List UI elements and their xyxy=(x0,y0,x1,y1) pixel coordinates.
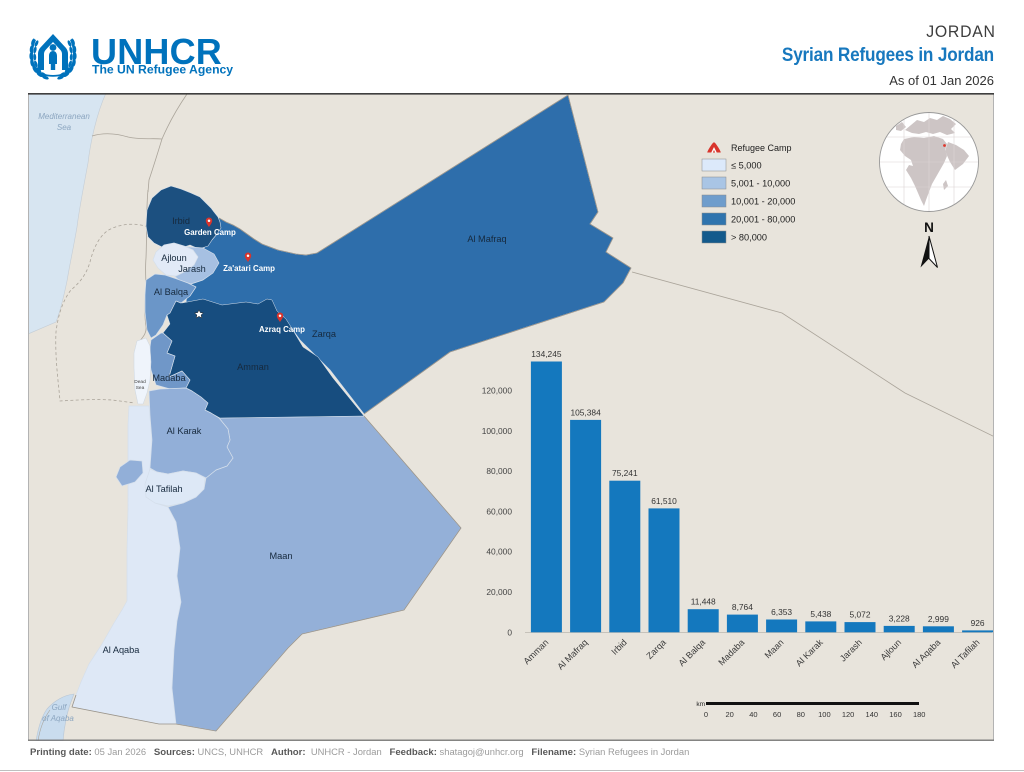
svg-text:Refugee Camp: Refugee Camp xyxy=(731,143,792,153)
svg-text:Azraq Camp: Azraq Camp xyxy=(259,325,305,334)
svg-text:Mediterranean: Mediterranean xyxy=(38,112,90,121)
svg-text:Gulf: Gulf xyxy=(52,703,67,712)
svg-text:120,000: 120,000 xyxy=(482,386,513,396)
svg-text:5,072: 5,072 xyxy=(850,610,871,620)
svg-text:Za'atari Camp: Za'atari Camp xyxy=(223,264,275,273)
svg-text:of Aqaba: of Aqaba xyxy=(42,714,74,723)
svg-text:≤ 5,000: ≤ 5,000 xyxy=(731,161,762,171)
svg-text:> 80,000: > 80,000 xyxy=(731,233,767,243)
svg-text:Maan: Maan xyxy=(270,551,293,561)
svg-text:2,999: 2,999 xyxy=(928,614,949,624)
svg-text:160: 160 xyxy=(889,710,902,719)
svg-text:60: 60 xyxy=(773,710,781,719)
svg-text:Amman: Amman xyxy=(237,362,269,372)
svg-text:75,241: 75,241 xyxy=(612,468,638,478)
svg-text:Irbid: Irbid xyxy=(172,216,190,226)
svg-text:120: 120 xyxy=(842,710,855,719)
svg-text:5,001 - 10,000: 5,001 - 10,000 xyxy=(731,179,790,189)
svg-text:20: 20 xyxy=(726,710,734,719)
svg-text:UNHCR: UNHCR xyxy=(91,31,222,72)
svg-text:926: 926 xyxy=(971,618,985,628)
svg-text:Madaba: Madaba xyxy=(152,373,186,383)
svg-text:Sea: Sea xyxy=(57,123,72,132)
svg-text:Al Balqa: Al Balqa xyxy=(154,287,189,297)
svg-text:The UN Refugee Agency: The UN Refugee Agency xyxy=(92,63,233,77)
svg-text:Al Aqaba: Al Aqaba xyxy=(103,645,141,655)
svg-text:Zarqa: Zarqa xyxy=(312,329,337,339)
svg-text:0: 0 xyxy=(507,627,512,637)
svg-text:140: 140 xyxy=(866,710,879,719)
svg-text:80: 80 xyxy=(797,710,805,719)
svg-text:100: 100 xyxy=(818,710,831,719)
svg-text:0: 0 xyxy=(704,710,708,719)
svg-text:Ajloun: Ajloun xyxy=(161,253,187,263)
svg-text:20,000: 20,000 xyxy=(486,587,512,597)
svg-text:Al Karak: Al Karak xyxy=(167,426,202,436)
svg-text:Jarash: Jarash xyxy=(178,264,206,274)
svg-text:11,448: 11,448 xyxy=(691,597,716,607)
svg-text:100,000: 100,000 xyxy=(482,426,513,436)
svg-text:8,764: 8,764 xyxy=(732,602,753,612)
svg-text:6,353: 6,353 xyxy=(771,607,792,617)
svg-text:Al Mafraq: Al Mafraq xyxy=(467,234,506,244)
svg-text:105,384: 105,384 xyxy=(570,407,601,417)
svg-text:10,001 - 20,000: 10,001 - 20,000 xyxy=(731,197,795,207)
svg-text:134,245: 134,245 xyxy=(531,349,562,359)
svg-text:40,000: 40,000 xyxy=(486,547,512,557)
svg-text:N: N xyxy=(924,220,934,235)
svg-text:80,000: 80,000 xyxy=(486,466,512,476)
svg-text:Garden Camp: Garden Camp xyxy=(184,228,236,237)
svg-text:3,228: 3,228 xyxy=(889,613,910,623)
svg-text:Dead: Dead xyxy=(134,379,146,385)
svg-text:Al Tafilah: Al Tafilah xyxy=(145,484,182,494)
svg-text:5,438: 5,438 xyxy=(810,609,831,619)
svg-text:40: 40 xyxy=(749,710,757,719)
svg-text:20,001 - 80,000: 20,001 - 80,000 xyxy=(731,215,795,225)
svg-text:61,510: 61,510 xyxy=(651,496,677,506)
svg-text:km: km xyxy=(696,701,705,708)
svg-text:Sea: Sea xyxy=(136,385,145,391)
svg-text:60,000: 60,000 xyxy=(486,506,512,516)
svg-text:180: 180 xyxy=(913,710,926,719)
